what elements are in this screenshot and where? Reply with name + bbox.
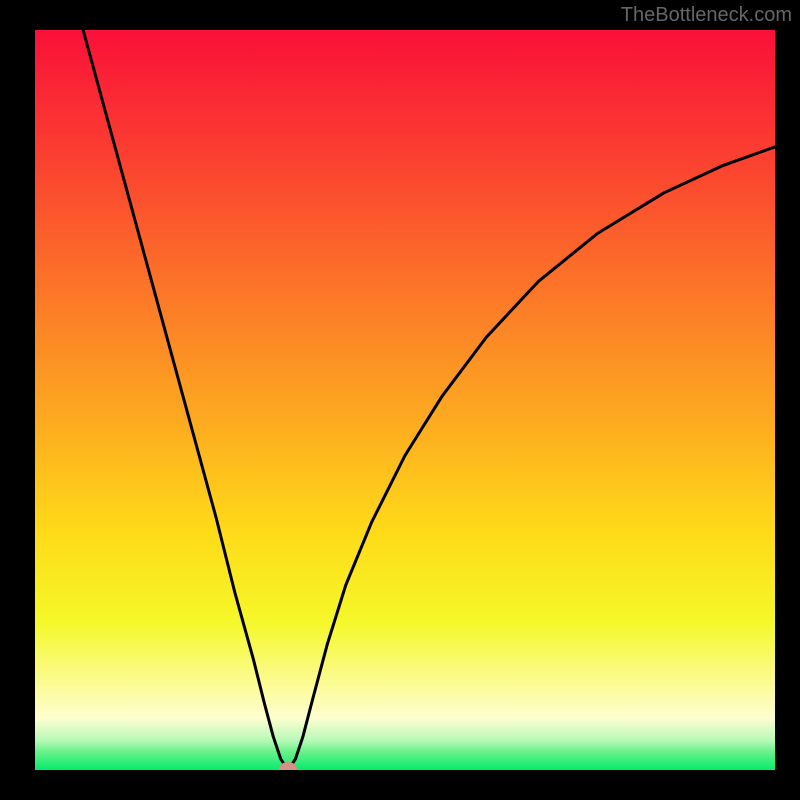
optimal-point-marker xyxy=(279,762,297,770)
chart-curve-svg xyxy=(35,30,775,770)
bottleneck-curve xyxy=(83,30,775,770)
watermark-text: TheBottleneck.com xyxy=(621,4,792,27)
chart-plot-area xyxy=(35,30,775,770)
